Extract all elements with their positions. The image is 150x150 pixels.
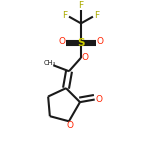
Text: F: F	[62, 11, 67, 20]
Text: O: O	[58, 37, 65, 46]
Text: O: O	[81, 53, 88, 62]
Text: F: F	[94, 11, 100, 20]
Text: O: O	[97, 37, 104, 46]
Text: O: O	[66, 121, 73, 130]
Text: CH₃: CH₃	[44, 60, 56, 66]
Text: O: O	[95, 95, 102, 104]
Text: F: F	[78, 1, 84, 10]
Text: S: S	[77, 38, 85, 48]
